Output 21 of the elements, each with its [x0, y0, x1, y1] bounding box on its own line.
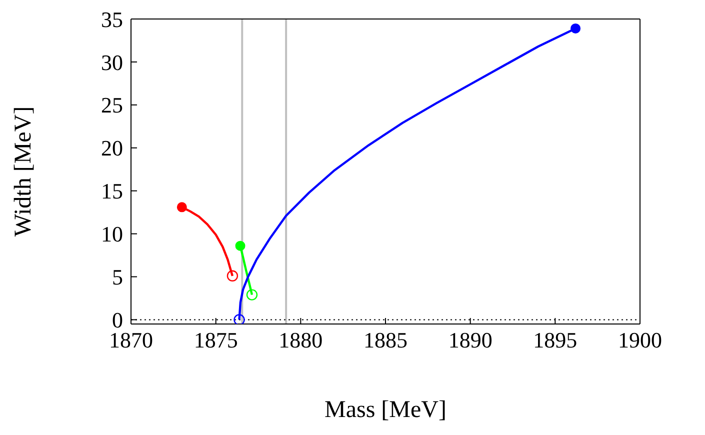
point	[176, 202, 187, 212]
x-tick-label: 1880	[278, 328, 323, 353]
y-tick-label: 5	[112, 264, 123, 290]
y-tick-label: 15	[101, 178, 123, 204]
y-tick-label: 25	[101, 92, 123, 118]
y-tick-label: 30	[101, 50, 123, 75]
x-tick-label: 1890	[448, 328, 492, 353]
point	[235, 240, 246, 251]
x-tick-label: 1875	[194, 328, 238, 353]
x-tick-label: 1885	[364, 328, 408, 353]
point	[246, 289, 258, 300]
x-axis-title: Mass [MeV]	[324, 397, 446, 423]
point	[226, 270, 238, 282]
point	[570, 23, 581, 34]
y-axis-title: Width [MeV]	[10, 106, 37, 237]
y-tick-label: 10	[101, 222, 123, 247]
x-tick-label: 1895	[533, 328, 578, 353]
y-tick-label: 20	[101, 136, 123, 161]
x-tick-label: 1900	[618, 328, 662, 353]
point	[234, 314, 245, 324]
y-tick-label: 35	[101, 6, 123, 32]
